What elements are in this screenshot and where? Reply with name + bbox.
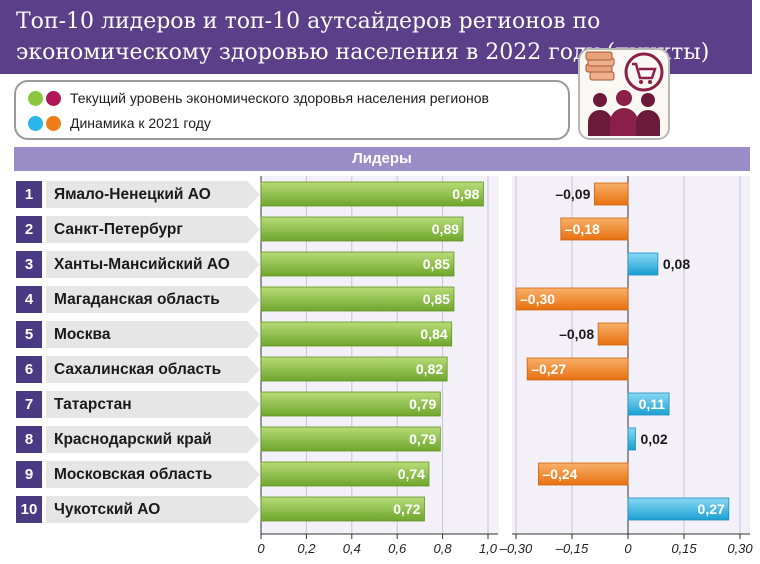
left-tick-label: 1,0 <box>479 541 498 556</box>
rank-badge: 4 <box>16 286 42 313</box>
section-header: Лидеры <box>14 147 750 171</box>
level-value-label: 0,84 <box>420 326 447 342</box>
dynamics-bar <box>515 287 629 311</box>
dynamics-bar <box>538 462 629 486</box>
left-tick-label: 0,4 <box>343 541 361 556</box>
right-tick-label: 0,15 <box>671 541 697 556</box>
rank-badge: 6 <box>16 356 42 383</box>
region-name: Санкт-Петербург <box>54 221 183 238</box>
level-value-label: 0,74 <box>398 466 425 482</box>
right-tick-label: –0,15 <box>555 541 589 556</box>
region-name: Магаданская область <box>54 291 220 308</box>
dynamics-value-label: 0,02 <box>640 431 667 447</box>
region-label: Татарстан <box>46 391 260 418</box>
region-name: Ханты-Мансийский АО <box>54 256 230 273</box>
dynamics-bar <box>627 427 636 451</box>
region-label: Московская область <box>46 461 260 488</box>
money-cart-people-svg <box>585 51 664 136</box>
dynamics-bar <box>597 322 629 346</box>
legend-dynamics-label: Динамика к 2021 году <box>70 115 211 131</box>
left-tick-label: 0,6 <box>388 541 407 556</box>
level-bar <box>260 216 464 242</box>
region-name: Краснодарский край <box>54 431 212 448</box>
region-name: Сахалинская область <box>54 361 222 378</box>
blue-dot-icon <box>28 115 43 131</box>
level-value-label: 0,79 <box>409 431 436 447</box>
dynamics-value-label: –0,24 <box>542 466 577 482</box>
rank-badge: 5 <box>16 321 42 348</box>
level-bar <box>260 496 425 522</box>
dynamics-value-label: –0,08 <box>559 326 594 342</box>
rank-badge: 2 <box>16 216 42 243</box>
orange-dot-icon <box>46 115 61 131</box>
level-bar <box>260 251 455 277</box>
level-bar <box>260 321 453 347</box>
legend-row-dynamics: Динамика к 2021 году <box>28 115 211 131</box>
legend-row-current: Текущий уровень экономического здоровья … <box>28 90 489 106</box>
level-value-label: 0,85 <box>423 256 450 272</box>
crimson-dot-icon <box>46 90 61 106</box>
rank-badge: 8 <box>16 426 42 453</box>
region-label: Сахалинская область <box>46 356 260 383</box>
level-bar <box>260 426 441 452</box>
legend-current-label: Текущий уровень экономического здоровья … <box>70 90 489 106</box>
region-label: Санкт-Петербург <box>46 216 260 243</box>
dynamics-value-label: 0,11 <box>639 396 666 412</box>
level-bar <box>260 391 441 417</box>
rank-badge: 10 <box>16 496 42 523</box>
rank-badge: 9 <box>16 461 42 488</box>
rank-badge: 7 <box>16 391 42 418</box>
dynamics-bar <box>627 392 670 416</box>
region-name: Чукотский АО <box>54 501 161 518</box>
rank-badge: 1 <box>16 181 42 208</box>
dynamics-bar <box>627 497 730 521</box>
right-tick-label: 0 <box>624 541 632 556</box>
level-bar <box>260 461 430 487</box>
green-dot-icon <box>28 90 43 106</box>
level-bar <box>260 356 448 382</box>
region-label: Москва <box>46 321 260 348</box>
dynamics-value-label: 0,27 <box>698 501 725 517</box>
right-tick-label: 0,30 <box>727 541 753 556</box>
level-bar <box>260 181 484 207</box>
money-cart-people-icon <box>578 48 670 140</box>
dynamics-value-label: –0,27 <box>531 361 566 377</box>
level-value-label: 0,72 <box>393 501 420 517</box>
region-name: Ямало-Ненецкий АО <box>54 186 211 203</box>
title-bar: Топ-10 лидеров и топ-10 аутсайдеров реги… <box>0 0 752 74</box>
level-bar <box>260 286 455 312</box>
level-value-label: 0,89 <box>432 221 459 237</box>
region-label: Ханты-Мансийский АО <box>46 251 260 278</box>
left-tick-label: 0,8 <box>434 541 453 556</box>
legend: Текущий уровень экономического здоровья … <box>14 80 570 140</box>
dynamics-bar <box>627 252 659 276</box>
dynamics-bar <box>526 357 629 381</box>
dynamics-value-label: –0,09 <box>555 186 590 202</box>
dynamics-value-label: –0,18 <box>565 221 600 237</box>
region-label: Чукотский АО <box>46 496 260 523</box>
dynamics-bar <box>560 217 629 241</box>
section-title: Лидеры <box>352 150 412 167</box>
level-value-label: 0,98 <box>452 186 479 202</box>
dynamics-value-label: –0,30 <box>520 291 555 307</box>
region-name: Москва <box>54 326 111 343</box>
region-label: Краснодарский край <box>46 426 260 453</box>
rank-badge: 3 <box>16 251 42 278</box>
left-tick-label: 0,2 <box>297 541 316 556</box>
left-tick-label: 0 <box>257 541 265 556</box>
region-label: Магаданская область <box>46 286 260 313</box>
level-value-label: 0,85 <box>423 291 450 307</box>
region-label: Ямало-Ненецкий АО <box>46 181 260 208</box>
level-value-label: 0,79 <box>409 396 436 412</box>
level-value-label: 0,82 <box>416 361 443 377</box>
region-name: Московская область <box>54 466 213 483</box>
dynamics-bar <box>594 182 629 206</box>
dynamics-value-label: 0,08 <box>663 256 690 272</box>
region-name: Татарстан <box>54 396 132 413</box>
right-tick-label: –0,30 <box>499 541 533 556</box>
